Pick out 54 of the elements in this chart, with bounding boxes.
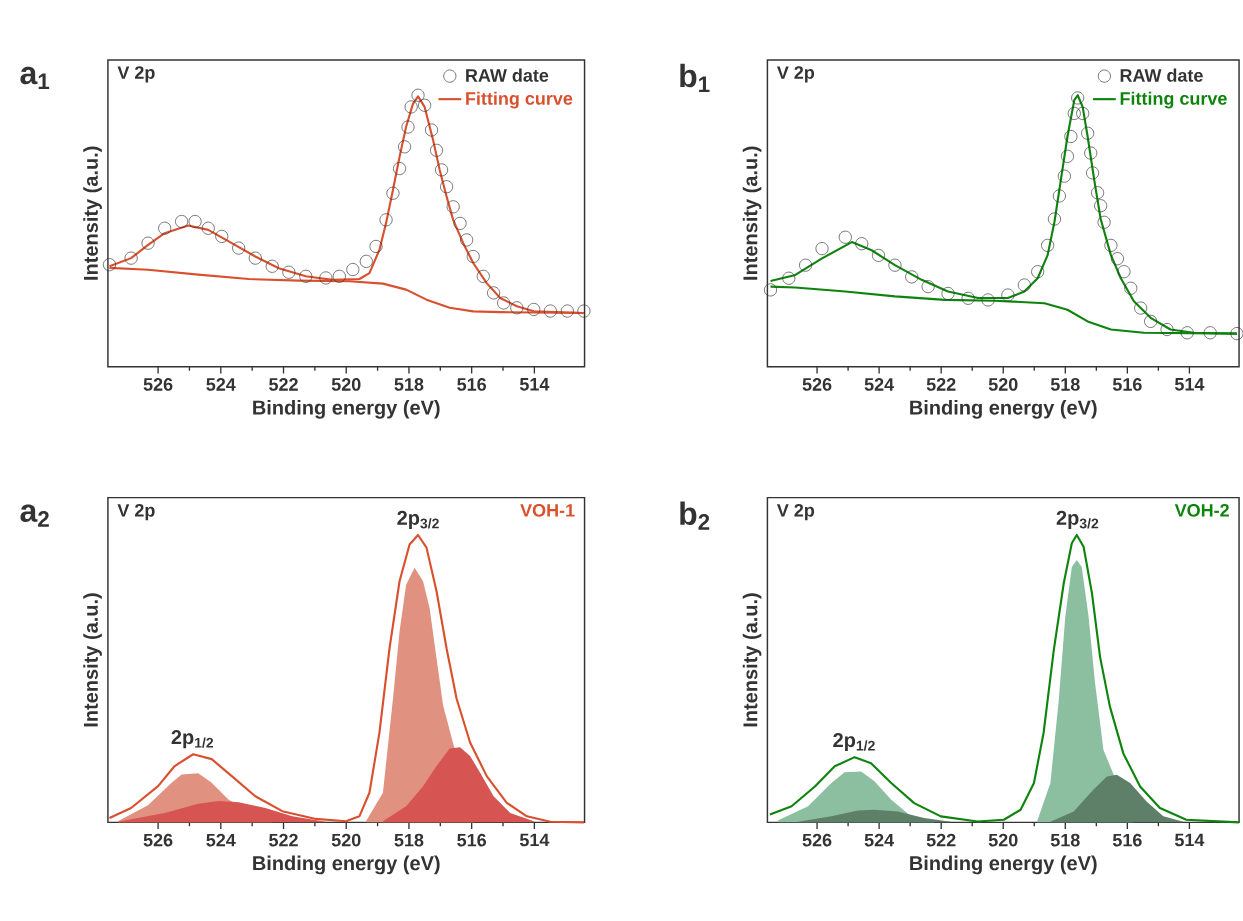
- x-axis-title: Binding energy (eV): [253, 399, 440, 419]
- text: V 2p: [117, 503, 155, 521]
- x-tick-label: 516: [1112, 833, 1142, 847]
- legend-label: Fitting curve: [1120, 91, 1227, 109]
- x-tick-label: 526: [802, 377, 832, 391]
- y-axis-title: Intensity (a.u.): [83, 146, 102, 280]
- x-tick-label: 524: [206, 833, 236, 847]
- legend-label: Fitting curve: [466, 91, 573, 109]
- text: a$_{1}$: [20, 66, 50, 89]
- text: VOH-2: [1174, 503, 1229, 517]
- y-axis-title: Intensity (a.u.): [742, 593, 762, 727]
- annotation: 2p$_{1/2}$: [171, 729, 214, 749]
- x-tick-label: 516: [1112, 377, 1142, 391]
- y-axis-title: Intensity (a.u.): [83, 593, 102, 727]
- x-tick-label: 514: [1174, 833, 1205, 847]
- x-tick-label: 520: [331, 833, 361, 847]
- x-tick-label: 524: [864, 833, 895, 847]
- text: a$_{2}$: [20, 504, 49, 527]
- x-tick-label: 522: [926, 377, 956, 391]
- text: b$_{2}$: [680, 501, 710, 530]
- text: V 2p: [776, 503, 815, 521]
- x-tick-label: 516: [457, 377, 487, 391]
- x-tick-label: 514: [519, 377, 550, 391]
- text: b$_{1}$: [680, 63, 710, 92]
- x-tick-label: 518: [1050, 833, 1080, 847]
- x-tick-label: 518: [1050, 377, 1080, 391]
- annotation: 2p$_{1/2}$: [833, 732, 875, 751]
- text: VOH-1: [520, 503, 575, 517]
- annotation: 2p$_{3/2}$: [1056, 510, 1099, 529]
- annotation: 2p$_{3/2}$: [397, 510, 439, 529]
- x-tick-label: 518: [394, 377, 424, 391]
- x-tick-label: 526: [143, 377, 173, 391]
- x-tick-label: 518: [394, 833, 424, 847]
- x-axis-title: Binding energy (eV): [253, 855, 440, 875]
- x-tick-label: 522: [926, 833, 956, 847]
- text: V 2p: [776, 66, 815, 83]
- x-tick-label: 526: [143, 833, 173, 847]
- x-axis-title: Binding energy (eV): [910, 399, 1097, 419]
- legend-label: RAW date: [1120, 68, 1203, 82]
- x-tick-label: 520: [988, 377, 1018, 391]
- x-tick-label: 524: [206, 377, 236, 391]
- x-axis-title: Binding energy (eV): [910, 855, 1097, 875]
- legend-label: RAW date: [466, 68, 549, 82]
- x-tick-label: 514: [519, 833, 550, 847]
- x-tick-label: 522: [269, 833, 298, 847]
- x-tick-label: 520: [988, 833, 1018, 847]
- x-tick-label: 520: [331, 377, 361, 391]
- x-tick-label: 514: [1174, 377, 1205, 391]
- x-tick-label: 526: [802, 833, 832, 847]
- text: V 2p: [117, 66, 155, 83]
- x-tick-label: 516: [457, 833, 487, 847]
- x-tick-label: 524: [864, 377, 895, 391]
- x-tick-label: 522: [269, 377, 298, 391]
- y-axis-title: Intensity (a.u.): [742, 146, 762, 280]
